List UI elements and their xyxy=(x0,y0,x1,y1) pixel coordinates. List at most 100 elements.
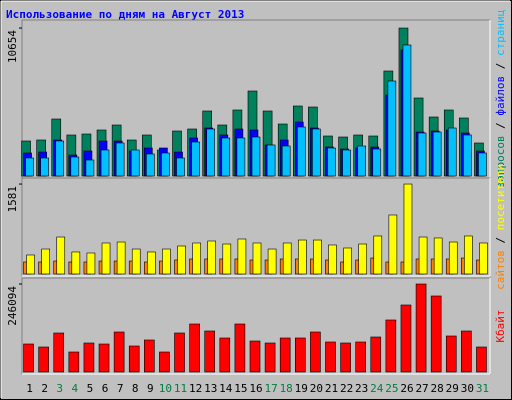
bar xyxy=(267,248,277,275)
bar xyxy=(236,137,246,177)
bar xyxy=(461,330,472,373)
chart-title: Использование по дням на Август 2013 xyxy=(6,8,244,21)
bar xyxy=(192,242,201,275)
x-tick-label: 23 xyxy=(355,382,368,395)
bar xyxy=(147,251,156,275)
bar xyxy=(249,340,261,373)
bar xyxy=(116,241,126,275)
bar xyxy=(40,157,49,177)
bar xyxy=(448,241,458,275)
legend: запросов / файлов / страниц xyxy=(494,10,507,189)
bar xyxy=(219,337,231,373)
legend-separator: / xyxy=(494,230,507,250)
bar xyxy=(282,242,292,275)
bar xyxy=(388,214,398,275)
x-tick-label: 8 xyxy=(132,382,139,395)
bar xyxy=(415,283,427,373)
x-tick-label: 18 xyxy=(280,382,293,395)
bar xyxy=(174,332,185,373)
x-tick-label: 31 xyxy=(476,382,489,395)
bar xyxy=(296,126,306,177)
x-tick-label: 19 xyxy=(295,382,308,395)
x-tick-label: 6 xyxy=(102,382,109,395)
bar xyxy=(417,132,427,177)
x-tick-label: 30 xyxy=(461,382,474,395)
bar xyxy=(264,342,276,373)
bar xyxy=(161,152,170,177)
bar xyxy=(372,148,382,177)
bar xyxy=(400,304,412,373)
bar xyxy=(100,149,110,177)
bar xyxy=(310,331,321,373)
bar xyxy=(403,183,413,275)
x-tick-label: 26 xyxy=(400,382,413,395)
legend-entry: запросов xyxy=(494,135,507,188)
x-tick-label: 12 xyxy=(189,382,202,395)
x-tick-label: 20 xyxy=(310,382,323,395)
bar xyxy=(358,243,367,275)
x-tick-label: 2 xyxy=(41,382,48,395)
x-tick-label: 3 xyxy=(56,382,63,395)
bar xyxy=(23,343,34,373)
bar xyxy=(340,342,351,373)
x-tick-label: 9 xyxy=(147,382,154,395)
bar xyxy=(266,144,276,177)
bar xyxy=(71,251,81,275)
bar xyxy=(252,242,262,275)
x-tick-label: 28 xyxy=(431,382,444,395)
x-tick-label: 5 xyxy=(87,382,94,395)
bar xyxy=(113,331,125,373)
bar xyxy=(70,156,80,177)
bar xyxy=(355,341,366,373)
x-tick-label: 10 xyxy=(159,382,172,395)
bar xyxy=(418,236,428,275)
bar xyxy=(370,336,382,373)
x-tick-label: 4 xyxy=(72,382,79,395)
x-tick-label: 24 xyxy=(370,382,384,395)
legend-entry: посетители xyxy=(494,164,507,230)
legend-entry: страниц xyxy=(494,10,507,56)
x-tick-label: 27 xyxy=(415,382,428,395)
bar xyxy=(85,159,95,177)
bar xyxy=(476,346,487,373)
bar xyxy=(463,134,472,177)
x-tick-label: 16 xyxy=(249,382,262,395)
bar xyxy=(327,147,336,177)
bar xyxy=(41,248,50,275)
legend: Кбайт xyxy=(494,309,507,342)
bar xyxy=(83,342,95,373)
bar xyxy=(86,252,96,275)
bar xyxy=(445,335,457,373)
bar xyxy=(130,149,140,177)
bar xyxy=(325,341,336,373)
bar xyxy=(146,153,155,177)
bar xyxy=(128,345,140,373)
bar xyxy=(385,319,397,373)
bar xyxy=(387,80,397,177)
bar xyxy=(357,145,366,177)
bar xyxy=(159,351,170,373)
bar xyxy=(433,237,443,275)
bar xyxy=(25,157,34,177)
bar xyxy=(115,142,125,177)
legend-separator: / xyxy=(494,116,507,136)
legend-entry: Кбайт xyxy=(494,309,507,342)
y-tick-label: 10654 xyxy=(6,30,19,63)
bar xyxy=(68,351,80,373)
bar xyxy=(328,244,337,275)
bar xyxy=(430,295,442,373)
bar xyxy=(131,248,141,275)
bar xyxy=(222,243,232,275)
legend-separator: / xyxy=(494,56,507,76)
bar xyxy=(343,247,352,275)
bar xyxy=(177,245,186,275)
bar xyxy=(479,242,488,275)
bar xyxy=(38,346,49,373)
bar xyxy=(207,240,217,275)
bar xyxy=(204,330,216,373)
legend: сайтов / посетители xyxy=(494,164,507,290)
x-tick-label: 13 xyxy=(204,382,217,395)
x-tick-label: 25 xyxy=(385,382,398,395)
bar xyxy=(373,235,383,275)
